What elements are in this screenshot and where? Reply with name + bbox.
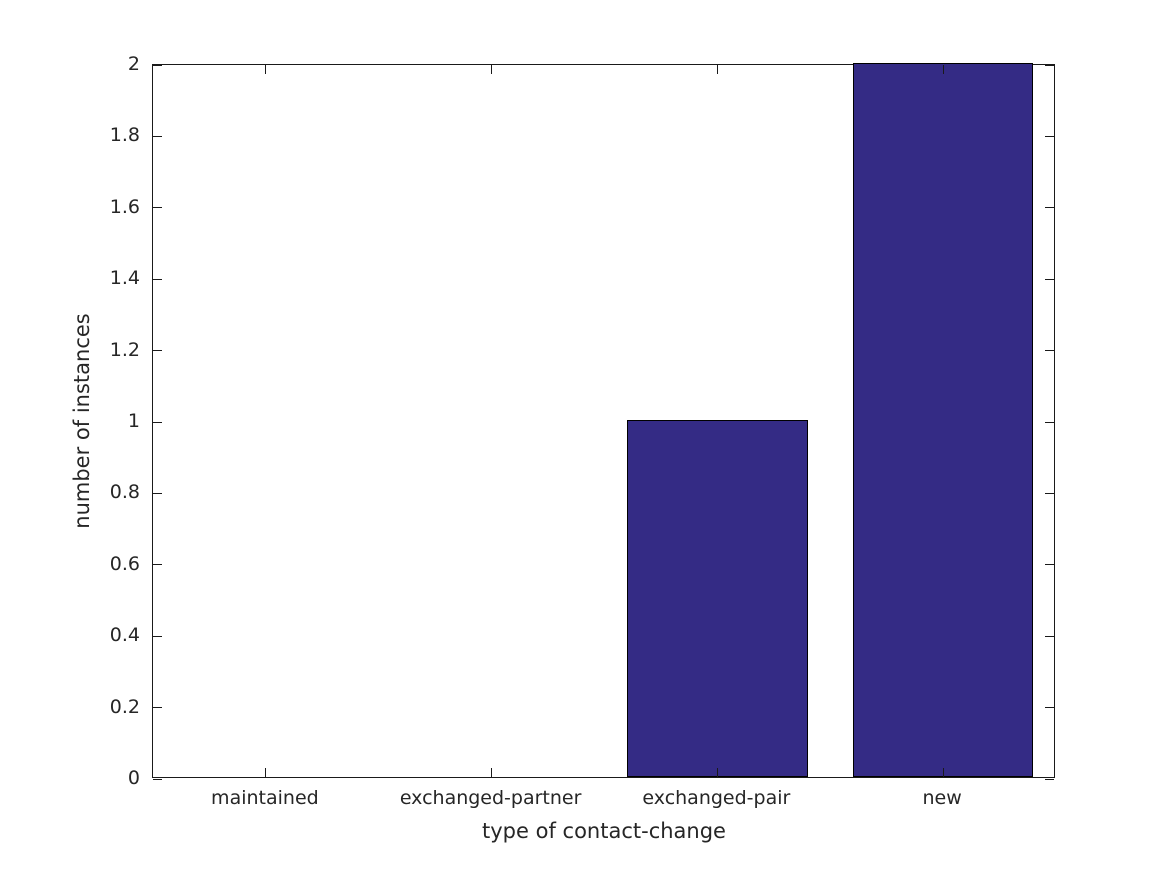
x-tick-label: exchanged-partner <box>399 787 582 809</box>
y-tick-mark <box>153 64 162 66</box>
x-tick-mark <box>265 768 267 777</box>
x-tick-mark <box>265 65 267 74</box>
x-tick-mark <box>942 65 944 74</box>
y-tick-mark <box>153 635 162 637</box>
y-tick-label: 0.8 <box>109 481 140 504</box>
y-tick-mark <box>153 350 162 352</box>
y-tick-mark <box>1045 350 1054 352</box>
y-tick-mark <box>153 707 162 709</box>
x-tick-label: new <box>922 787 962 809</box>
y-tick-mark <box>1045 492 1054 494</box>
y-tick-mark <box>1045 635 1054 637</box>
bar-exchanged-pair <box>627 420 808 777</box>
y-tick-label: 0.6 <box>109 552 140 575</box>
y-tick-mark <box>153 564 162 566</box>
x-axis-label: type of contact-change <box>482 819 726 843</box>
y-tick-mark <box>1045 707 1054 709</box>
y-tick-mark <box>1045 278 1054 280</box>
y-tick-mark <box>153 135 162 137</box>
y-tick-label: 2 <box>127 53 140 75</box>
bar-new <box>852 63 1034 777</box>
x-tick-label: exchanged-pair <box>642 787 791 809</box>
y-tick-label: 0 <box>127 767 140 789</box>
y-tick-mark <box>153 278 162 280</box>
y-tick-mark <box>153 492 162 494</box>
x-tick-label: maintained <box>211 787 319 809</box>
y-tick-mark <box>1045 207 1054 209</box>
y-tick-label: 0.4 <box>109 624 140 647</box>
y-tick-mark <box>1045 64 1054 66</box>
y-tick-mark <box>153 421 162 423</box>
x-tick-mark <box>491 65 493 74</box>
x-tick-mark <box>716 768 718 777</box>
y-tick-label: 1 <box>127 410 140 432</box>
y-tick-label: 1.6 <box>109 195 140 218</box>
x-tick-mark <box>491 768 493 777</box>
y-tick-mark <box>153 778 162 780</box>
y-tick-label: 0.2 <box>109 695 140 718</box>
y-tick-mark <box>1045 564 1054 566</box>
plot-area <box>152 63 1055 780</box>
y-tick-mark <box>1045 421 1054 423</box>
y-tick-mark <box>153 207 162 209</box>
y-tick-label: 1.4 <box>109 267 140 290</box>
x-tick-mark <box>716 65 718 74</box>
y-tick-label: 1.2 <box>109 338 140 361</box>
x-tick-mark <box>942 768 944 777</box>
y-tick-mark <box>1045 135 1054 137</box>
y-tick-mark <box>1045 778 1054 780</box>
y-tick-label: 1.8 <box>109 124 140 147</box>
